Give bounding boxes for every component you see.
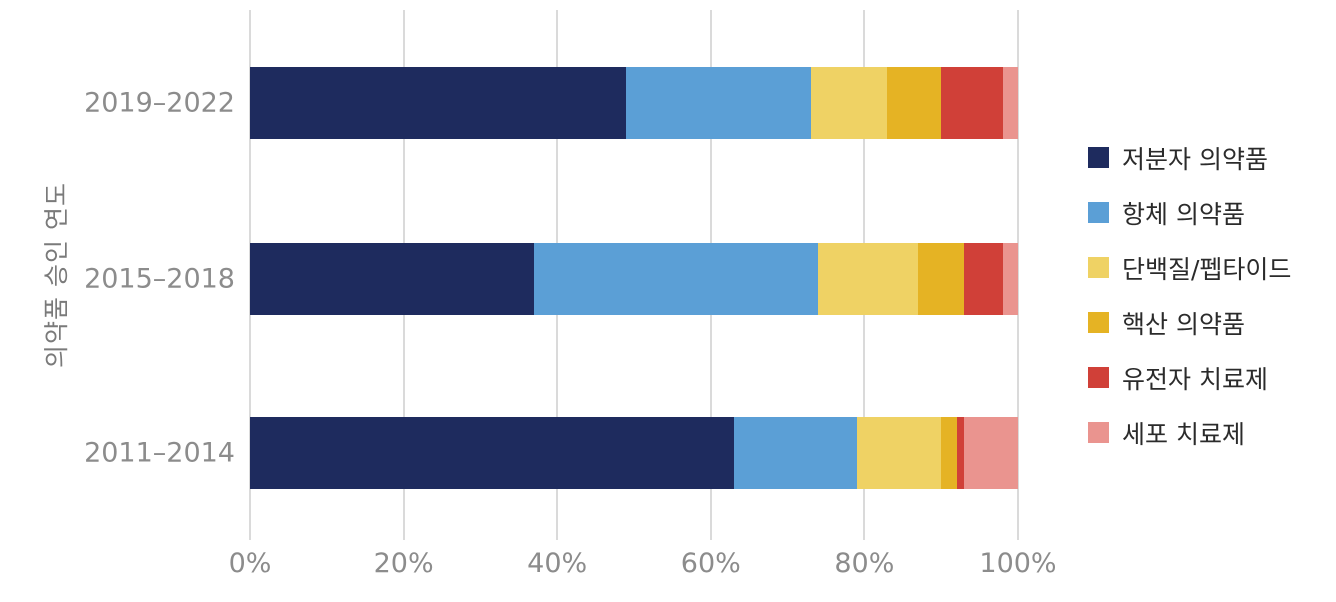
legend-label: 유전자 치료제 — [1122, 364, 1268, 394]
x-tick-label: 0% — [228, 548, 272, 579]
legend-swatch-icon — [1088, 312, 1109, 333]
bar-segment — [964, 243, 1003, 315]
legend-item: 단백질/펩타이드 — [1088, 240, 1291, 295]
y-category-label: 2019–2022 — [84, 87, 235, 119]
y-category-label: 2015–2018 — [84, 263, 235, 295]
bar-segment — [964, 417, 1018, 489]
legend-item: 항체 의약품 — [1088, 185, 1291, 240]
bar-row — [250, 243, 1018, 315]
legend-item: 유전자 치료제 — [1088, 350, 1291, 405]
legend-swatch-icon — [1088, 147, 1109, 168]
legend-label: 핵산 의약품 — [1122, 309, 1245, 339]
legend-item: 핵산 의약품 — [1088, 295, 1291, 350]
bar-row — [250, 67, 1018, 139]
bar-segment — [918, 243, 965, 315]
bar-segment — [1002, 243, 1018, 315]
legend-label: 저분자 의약품 — [1122, 144, 1268, 174]
gridline — [1017, 10, 1019, 540]
x-tick-label: 80% — [834, 548, 895, 579]
bar-segment — [250, 243, 535, 315]
bar-row — [250, 417, 1018, 489]
legend-swatch-icon — [1088, 202, 1109, 223]
x-tick-label: 60% — [680, 548, 741, 579]
legend-label: 단백질/펩타이드 — [1122, 254, 1292, 284]
plot-area — [249, 10, 1019, 540]
bar-segment — [250, 417, 734, 489]
bar-segment — [250, 67, 627, 139]
bar-segment — [941, 67, 1003, 139]
x-tick-label: 20% — [373, 548, 434, 579]
legend-swatch-icon — [1088, 367, 1109, 388]
bar-segment — [810, 67, 888, 139]
bar-segment — [818, 243, 919, 315]
legend-swatch-icon — [1088, 422, 1109, 443]
legend-item: 저분자 의약품 — [1088, 130, 1291, 185]
x-tick-label: 100% — [979, 548, 1057, 579]
bar-segment — [534, 243, 819, 315]
y-category-label: 2011–2014 — [84, 437, 235, 469]
legend-label: 세포 치료제 — [1122, 419, 1245, 449]
bar-segment — [733, 417, 857, 489]
bar-segment — [956, 417, 965, 489]
legend-swatch-icon — [1088, 257, 1109, 278]
legend-item: 세포 치료제 — [1088, 405, 1291, 460]
bar-segment — [1002, 67, 1018, 139]
bar-segment — [626, 67, 811, 139]
bar-segment — [941, 417, 957, 489]
x-tick-label: 40% — [527, 548, 588, 579]
bar-segment — [856, 417, 942, 489]
bar-segment — [887, 67, 942, 139]
legend-label: 항체 의약품 — [1122, 199, 1245, 229]
